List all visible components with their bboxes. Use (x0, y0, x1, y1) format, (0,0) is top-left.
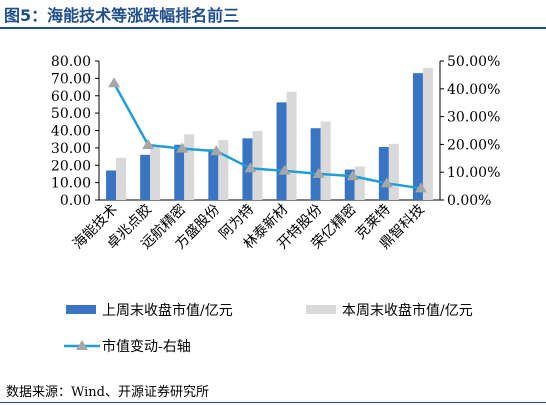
line-point-marker (210, 145, 223, 156)
line-point-marker (346, 170, 359, 181)
legend-marker (76, 340, 88, 350)
legend-label: 上周末收盘市值/亿元 (102, 302, 233, 319)
bar-prev-week (310, 128, 321, 200)
left-axis-tick-label: 80.00 (51, 54, 91, 70)
bar-this-week (184, 134, 195, 200)
line-market-cap-change (112, 82, 422, 190)
left-axis-tick-label: 10.00 (51, 176, 91, 192)
bar-prev-week (378, 147, 389, 200)
legend-swatch (306, 305, 336, 314)
bar-series-group (106, 67, 433, 200)
right-axis-tick-label: 10.00% (447, 165, 500, 181)
bar-this-week (286, 91, 297, 200)
bar-this-week (354, 166, 365, 200)
title-rule (0, 27, 546, 29)
line-point-marker (108, 77, 121, 88)
bar-prev-week (106, 170, 117, 200)
line-point-marker (414, 182, 427, 193)
left-axis-tick-label: 30.00 (51, 141, 91, 157)
right-axis-tick-label: 20.00% (447, 137, 500, 153)
left-axis-tick-label: 70.00 (51, 71, 91, 87)
bar-this-week (218, 140, 229, 200)
line-point-marker (142, 138, 155, 149)
bar-this-week (388, 143, 399, 200)
bar-prev-week (412, 73, 423, 200)
left-axis-tick-label: 60.00 (51, 89, 91, 105)
right-axis-tick-label: 50.00% (447, 54, 500, 70)
bar-this-week (252, 131, 263, 200)
bar-prev-week (174, 144, 185, 200)
right-axis-tick-label: 0.00% (447, 193, 491, 209)
legend-label: 市值变动-右轴 (102, 338, 191, 355)
left-axis-tick-label: 0.00 (60, 193, 91, 209)
line-series-group (108, 77, 427, 193)
left-axis-tick-label: 20.00 (51, 158, 91, 174)
legend-swatch (66, 305, 96, 314)
line-point-marker (244, 162, 257, 173)
right-axis-tick-label: 40.00% (447, 82, 500, 98)
bottom-rule (0, 402, 546, 403)
source-note: 数据来源：Wind、开源证券研究所 (6, 385, 209, 400)
line-point-marker (380, 177, 393, 188)
bar-prev-week (344, 169, 355, 200)
left-axis-tick-label: 50.00 (51, 106, 91, 122)
bar-this-week (150, 145, 161, 200)
right-y-axis: 0.00% 10.00% 20.00% 30.00% 40.00% 50.00% (439, 54, 500, 209)
right-axis-tick-label: 30.00% (447, 110, 500, 126)
line-point-marker (176, 142, 189, 153)
bar-this-week (320, 121, 331, 200)
bar-this-week (422, 67, 433, 200)
bar-prev-week (208, 149, 219, 200)
bar-prev-week (140, 154, 151, 200)
bar-this-week (116, 157, 127, 200)
legend-label: 本周末收盘市值/亿元 (342, 302, 473, 319)
left-axis-tick-label: 40.00 (51, 124, 91, 140)
line-point-marker (312, 167, 325, 178)
figure-title: 图5：海能技术等涨跌幅排名前三 (4, 6, 240, 25)
line-point-marker (278, 164, 291, 175)
bar-prev-week (276, 102, 287, 200)
